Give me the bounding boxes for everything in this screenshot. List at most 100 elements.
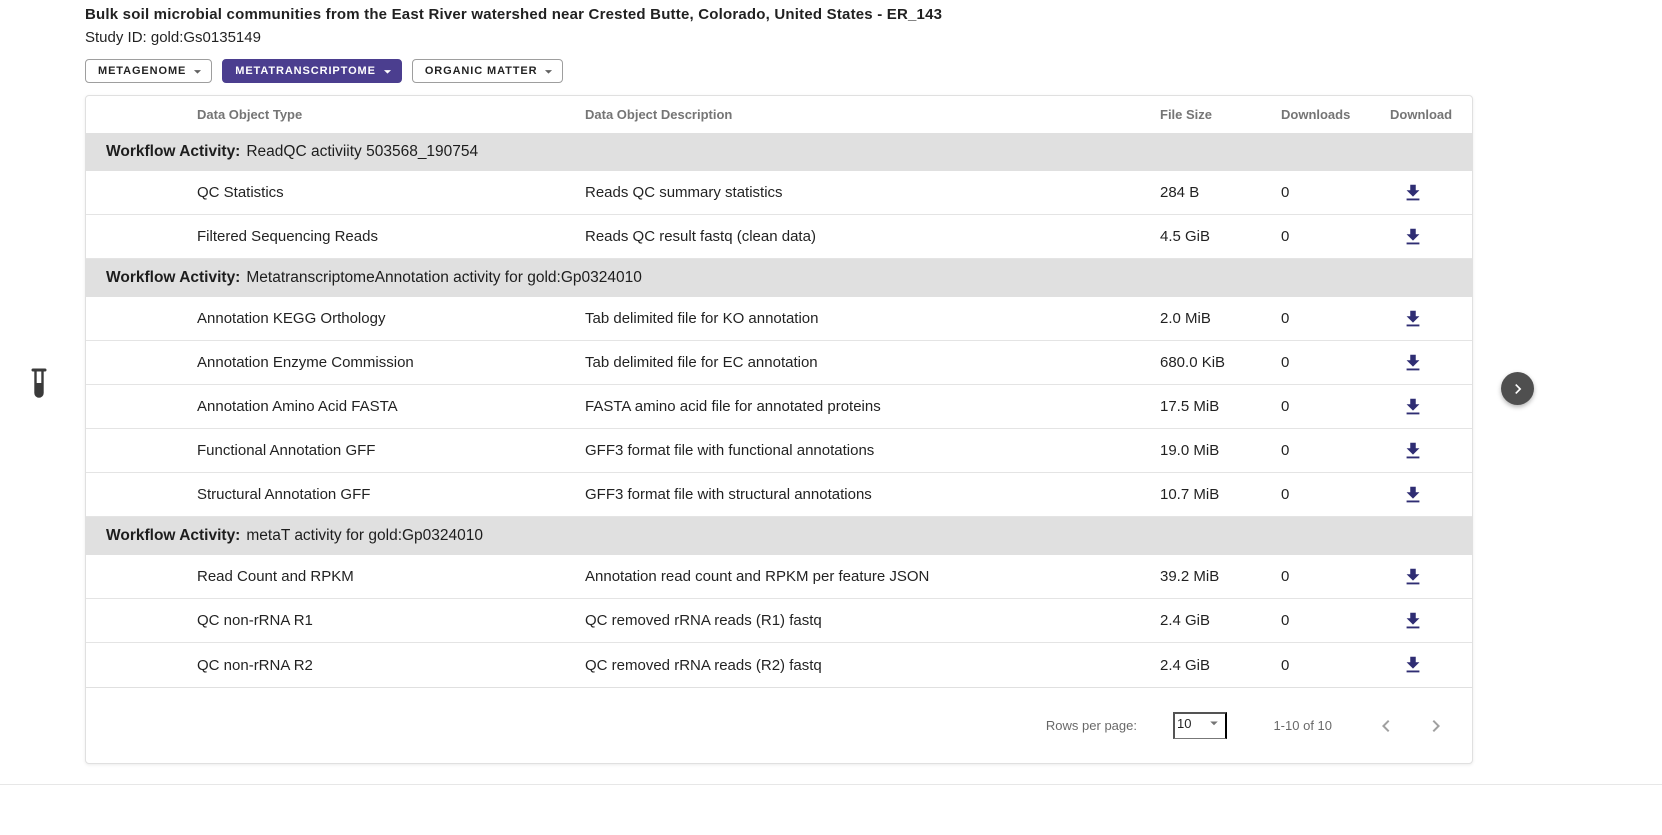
rows-per-page-label: Rows per page:: [1045, 718, 1137, 733]
group-prefix: Workflow Activity:: [106, 269, 241, 286]
cell-file-size: 4.5 GiB: [1160, 228, 1211, 245]
page-bottom-divider: [0, 784, 1662, 785]
rows-per-page-value: 10: [1176, 715, 1192, 731]
cell-file-size: 2.4 GiB: [1160, 656, 1211, 674]
download-button[interactable]: [1398, 178, 1428, 208]
cell-file-size: 17.5 MiB: [1160, 398, 1220, 415]
cell-downloads: 0: [1281, 310, 1290, 327]
chevron-down-icon: [545, 69, 553, 74]
cell-object-description: Tab delimited file for EC annotation: [585, 354, 818, 371]
download-icon: [1406, 184, 1420, 200]
table-row: Structural Annotation GFF GFF3 format fi…: [86, 473, 1472, 517]
cell-file-size: 680.0 KiB: [1160, 354, 1226, 371]
cell-object-description: FASTA amino acid file for annotated prot…: [585, 398, 881, 415]
table-row: Annotation KEGG Orthology Tab delimited …: [86, 297, 1472, 341]
chip-label: METAGENOME: [98, 65, 187, 77]
cell-object-description: QC removed rRNA reads (R2) fastq: [585, 656, 822, 674]
cell-downloads: 0: [1281, 398, 1290, 415]
group-prefix: Workflow Activity:: [106, 143, 241, 160]
table-row: Annotation Amino Acid FASTA FASTA amino …: [86, 385, 1472, 429]
cell-object-type: QC Statistics: [197, 184, 284, 201]
chip-metagenome[interactable]: METAGENOME: [85, 59, 213, 83]
download-button[interactable]: [1398, 348, 1428, 378]
download-button[interactable]: [1398, 562, 1428, 592]
cell-object-description: GFF3 format file with functional annotat…: [585, 442, 875, 459]
cell-object-type: Filtered Sequencing Reads: [197, 228, 378, 245]
col-header-download: Download: [1390, 107, 1453, 122]
cell-downloads: 0: [1281, 612, 1290, 629]
download-icon: [1406, 568, 1420, 584]
chevron-down-icon: [1210, 721, 1219, 726]
previous-page-button[interactable]: [1368, 708, 1404, 744]
cell-downloads: 0: [1281, 486, 1290, 503]
cell-downloads: 0: [1281, 184, 1290, 201]
chevron-down-icon: [383, 69, 391, 74]
cell-object-type: Functional Annotation GFF: [197, 442, 376, 459]
group-title: MetatranscriptomeAnnotation activity for…: [246, 269, 642, 286]
workflow-group-header: Workflow Activity: metaT activity for go…: [86, 517, 1472, 555]
rows-per-page-select[interactable]: 10: [1172, 712, 1228, 739]
chevron-down-icon: [194, 69, 202, 74]
table-row: QC non-rRNA R2 QC removed rRNA reads (R2…: [86, 643, 1472, 687]
cell-object-description: Reads QC summary statistics: [585, 184, 783, 201]
cell-downloads: 0: [1281, 568, 1290, 585]
cell-file-size: 39.2 MiB: [1160, 568, 1220, 585]
cell-downloads: 0: [1281, 228, 1290, 245]
cell-object-description: Annotation read count and RPKM per featu…: [585, 568, 930, 585]
page-title: Bulk soil microbial communities from the…: [85, 6, 943, 23]
page-header: Bulk soil microbial communities from the…: [85, 6, 942, 46]
col-header-file-size: File Size: [1160, 107, 1213, 122]
cell-object-type: Annotation Enzyme Commission: [197, 354, 414, 371]
cell-file-size: 2.0 MiB: [1160, 310, 1211, 327]
download-button[interactable]: [1398, 304, 1428, 334]
chevron-right-icon: [1514, 383, 1521, 394]
workflow-group-header: Workflow Activity: ReadQC activiity 5035…: [86, 133, 1472, 171]
chip-organic-matter[interactable]: ORGANIC MATTER: [411, 59, 564, 83]
chevron-left-icon: [1382, 719, 1390, 732]
download-icon: [1406, 310, 1420, 326]
download-button[interactable]: [1398, 222, 1428, 252]
download-button[interactable]: [1398, 392, 1428, 422]
cell-object-type: Annotation Amino Acid FASTA: [197, 398, 398, 415]
chip-label: METATRANSCRIPTOME: [235, 65, 376, 77]
col-header-description: Data Object Description: [585, 107, 733, 122]
cell-downloads: 0: [1281, 442, 1290, 459]
chip-metatranscriptome[interactable]: METATRANSCRIPTOME: [222, 59, 402, 83]
table-row: Read Count and RPKM Annotation read coun…: [86, 555, 1472, 599]
download-button[interactable]: [1398, 650, 1428, 680]
cell-file-size: 284 B: [1160, 184, 1200, 201]
download-icon: [1406, 398, 1420, 414]
group-title: metaT activity for gold:Gp0324010: [246, 527, 484, 544]
expand-panel-button[interactable]: [1501, 372, 1534, 405]
download-button[interactable]: [1398, 606, 1428, 636]
table-row: Filtered Sequencing Reads Reads QC resul…: [86, 215, 1472, 259]
pagination-controls: [1368, 708, 1454, 744]
cell-object-type: Annotation KEGG Orthology: [197, 310, 386, 327]
table-header-row: Data Object Type Data Object Description…: [86, 96, 1472, 133]
download-button[interactable]: [1398, 436, 1428, 466]
download-icon: [1406, 442, 1420, 458]
cell-object-description: GFF3 format file with structural annotat…: [585, 486, 872, 503]
table-row: Annotation Enzyme Commission Tab delimit…: [86, 341, 1472, 385]
table-footer: Rows per page: 10 1-10 of 10: [86, 687, 1472, 763]
download-icon: [1406, 228, 1420, 244]
download-icon: [1406, 612, 1420, 628]
chevron-right-icon: [1432, 719, 1440, 732]
cell-file-size: 10.7 MiB: [1160, 486, 1220, 503]
cell-file-size: 19.0 MiB: [1160, 442, 1220, 459]
next-page-button[interactable]: [1418, 708, 1454, 744]
group-prefix: Workflow Activity:: [106, 527, 241, 544]
pagination-range: 1-10 of 10: [1273, 718, 1332, 733]
cell-file-size: 2.4 GiB: [1160, 612, 1211, 629]
download-button[interactable]: [1398, 480, 1428, 510]
col-header-type: Data Object Type: [197, 107, 303, 122]
cell-downloads: 0: [1281, 354, 1290, 371]
cell-object-description: Tab delimited file for KO annotation: [585, 310, 819, 327]
table-row: Functional Annotation GFF GFF3 format fi…: [86, 429, 1472, 473]
download-icon: [1406, 354, 1420, 370]
cell-downloads: 0: [1281, 656, 1290, 674]
study-id: Study ID: gold:Gs0135149: [85, 29, 261, 46]
sample-vial-button[interactable]: [27, 367, 51, 406]
cell-object-type: Structural Annotation GFF: [197, 486, 371, 503]
